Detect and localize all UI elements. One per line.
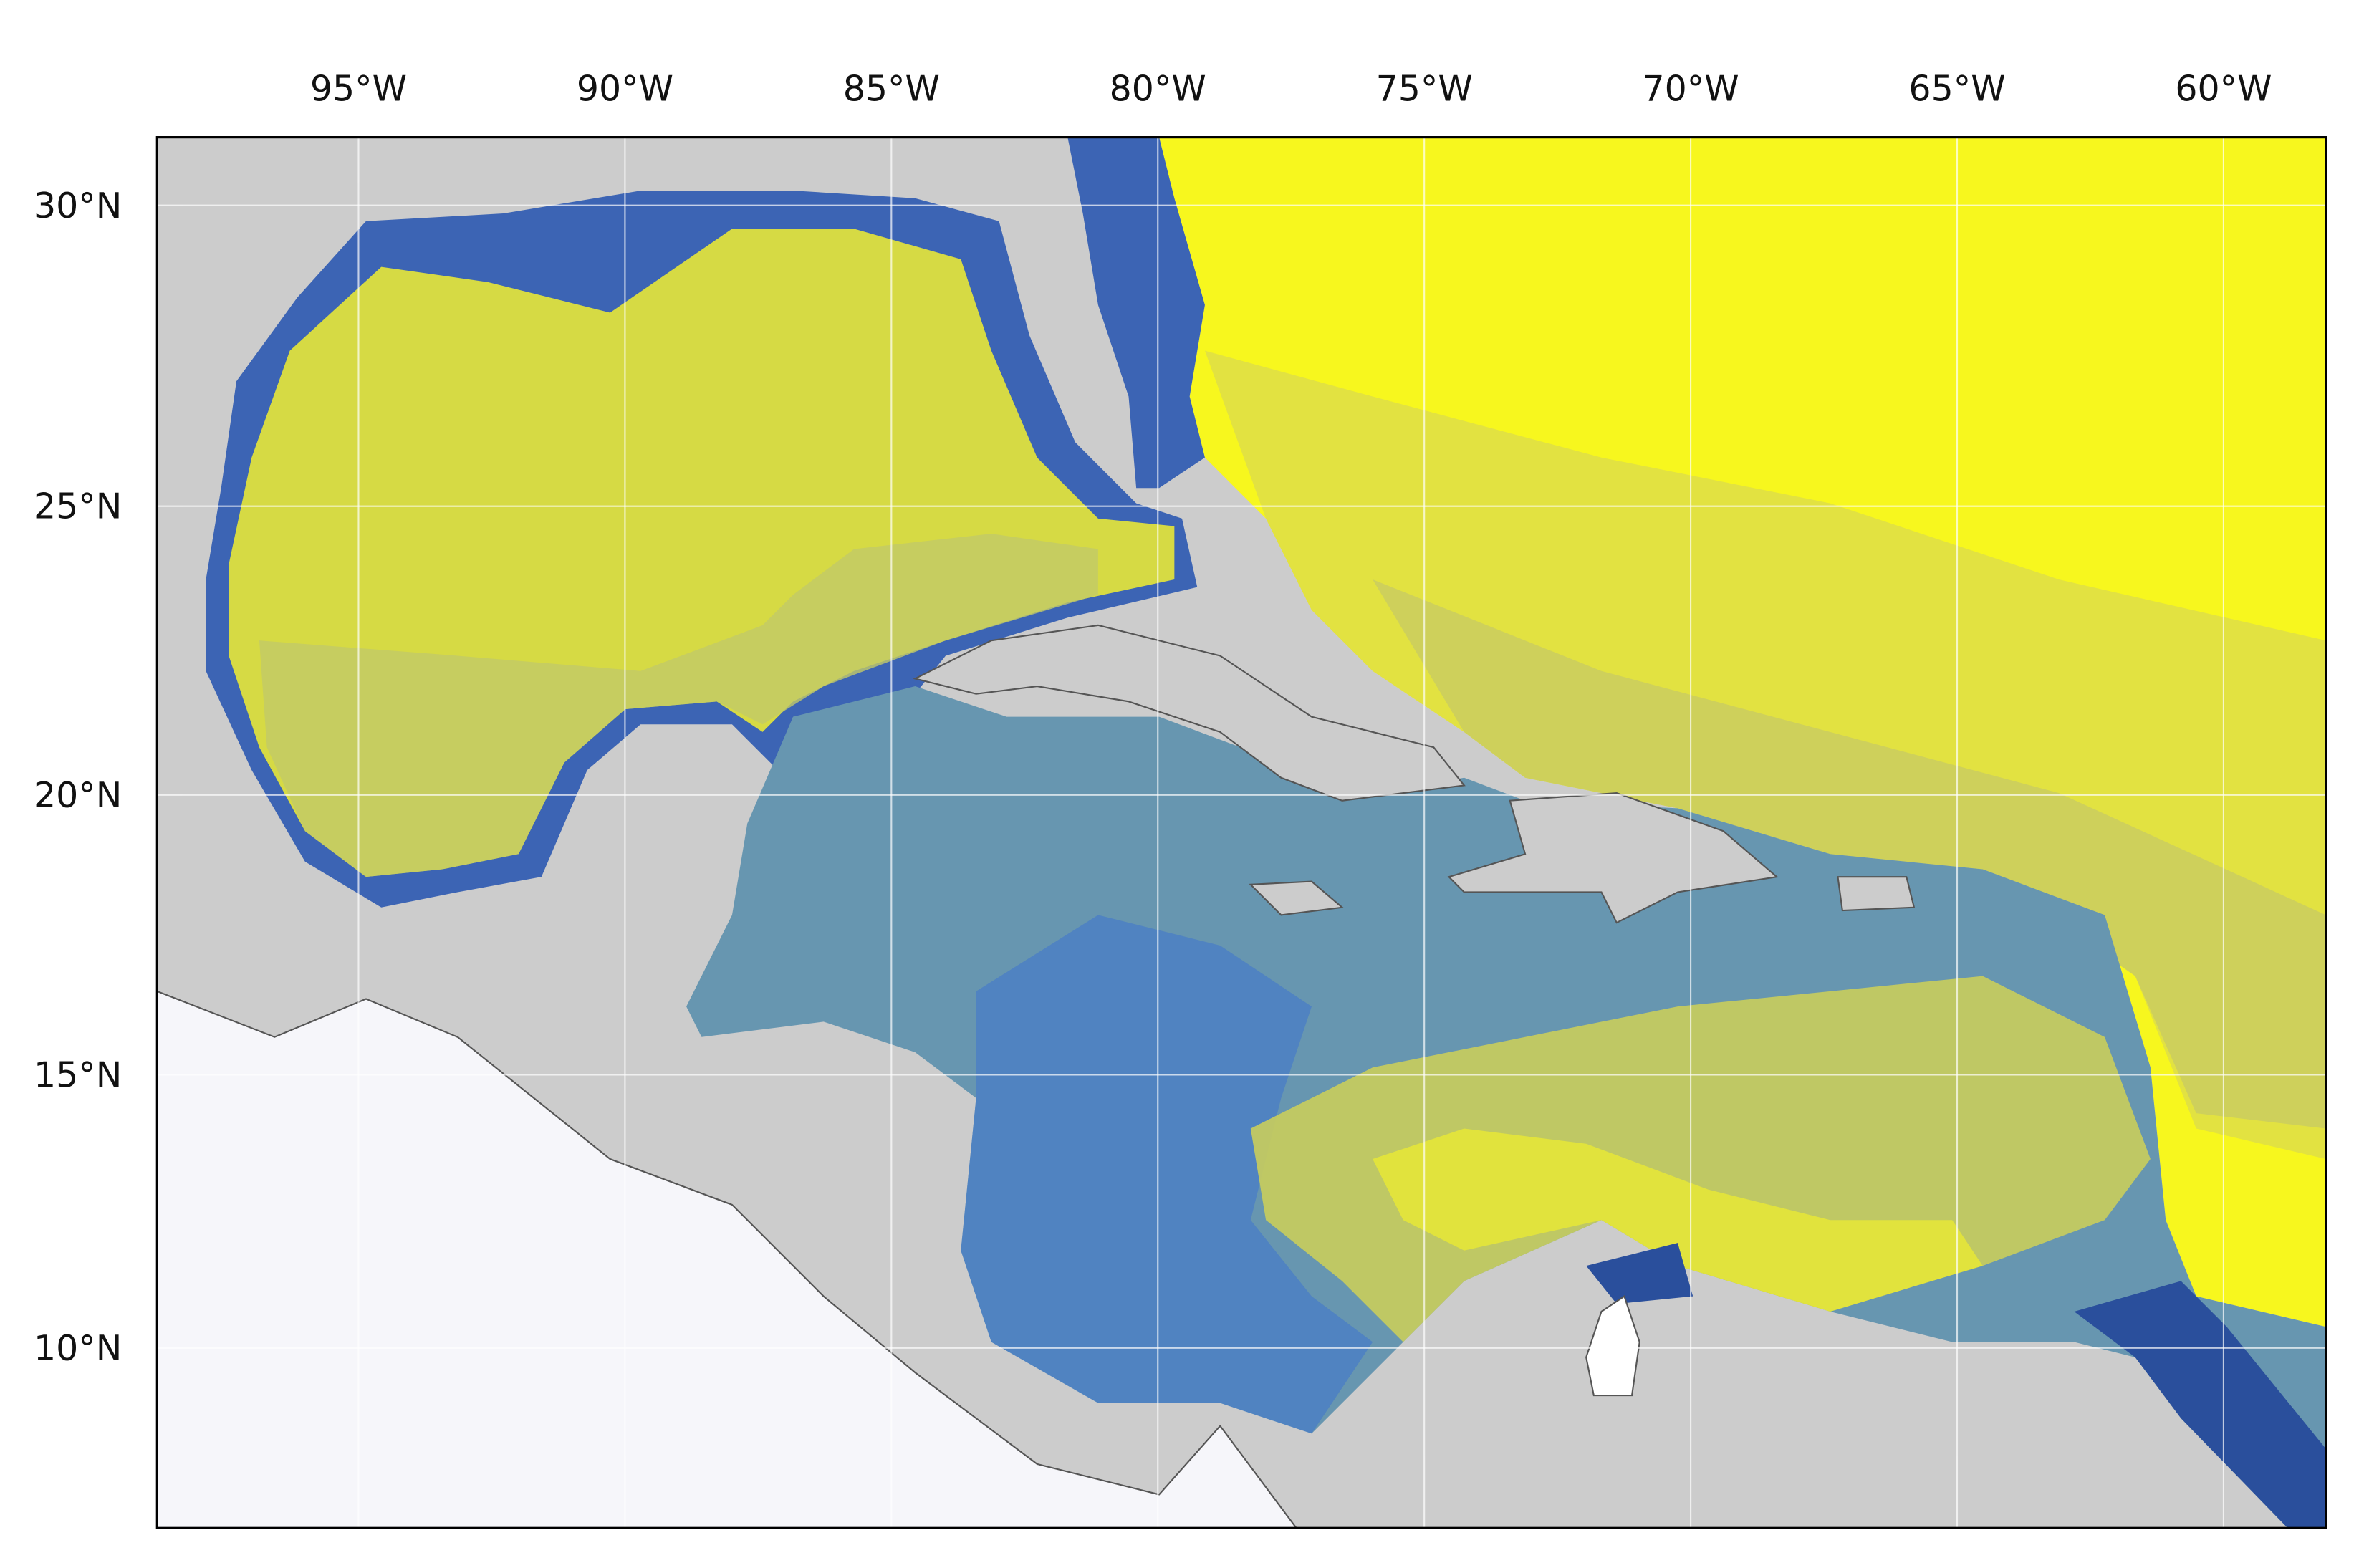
map-area	[157, 137, 2326, 1529]
lake-maracaibo	[1585, 1294, 1640, 1397]
hispaniola	[1447, 792, 1779, 924]
coastal-blue	[1586, 1243, 1693, 1304]
x-tick-label: 60°W	[2175, 69, 2272, 110]
x-tick-label: 85°W	[843, 69, 940, 110]
florida-straits	[1067, 137, 1205, 489]
coastal-blue	[2074, 1281, 2326, 1529]
jamaica	[1249, 880, 1345, 916]
gulf-band	[259, 534, 1098, 877]
map-frame	[155, 136, 2327, 1529]
x-tick-label: 75°W	[1376, 69, 1473, 110]
atlantic-band	[1373, 579, 2326, 1129]
caribbean-yellow	[1373, 1128, 1983, 1312]
x-tick-label: 80°W	[1110, 69, 1206, 110]
y-tick-label: 30°N	[34, 186, 122, 226]
x-tick-label: 65°W	[1908, 69, 2005, 110]
y-tick-label: 20°N	[34, 775, 122, 816]
tick-labels: 95°W 90°W 85°W 80°W 75°W 70°W 65°W 60°W 10°N 15°N…	[34, 69, 2272, 1369]
cuba	[913, 624, 1466, 802]
graticule	[157, 137, 2326, 1529]
pacific-ocean	[157, 990, 1298, 1529]
y-tick-label: 25°N	[34, 486, 122, 527]
x-tick-label: 90°W	[577, 69, 673, 110]
caribbean-blue	[961, 915, 1373, 1434]
y-tick-label: 10°N	[34, 1328, 122, 1369]
x-tick-label: 95°W	[310, 69, 407, 110]
puerto-rico	[1837, 876, 1916, 912]
y-tick-label: 15°N	[34, 1054, 122, 1095]
x-tick-label: 70°W	[1643, 69, 1739, 110]
